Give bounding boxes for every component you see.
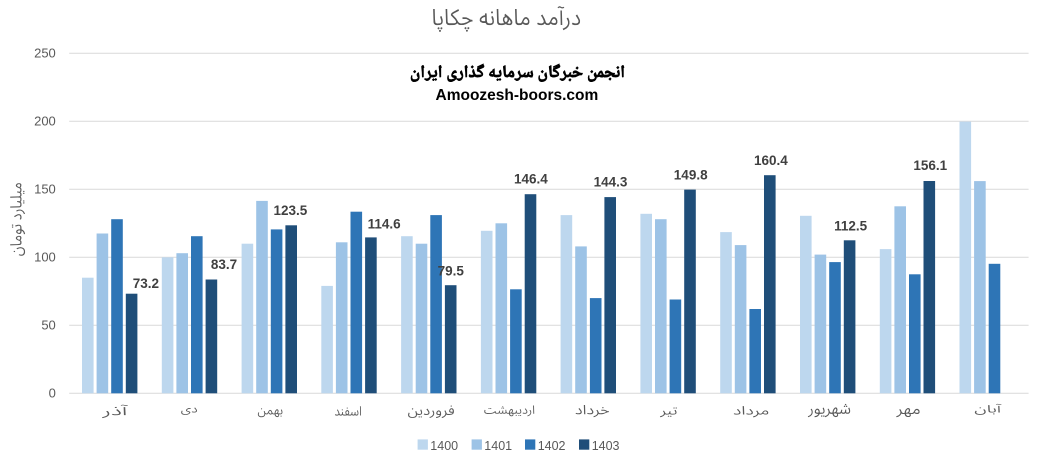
svg-text:83.7: 83.7	[211, 257, 237, 272]
svg-text:112.5: 112.5	[834, 218, 868, 233]
svg-text:73.2: 73.2	[133, 276, 159, 291]
svg-text:Amoozesh-boors.com: Amoozesh-boors.com	[436, 87, 599, 104]
svg-text:150: 150	[34, 182, 56, 197]
svg-text:250: 250	[34, 46, 56, 61]
svg-text:50: 50	[41, 318, 55, 333]
svg-text:1402: 1402	[538, 439, 566, 453]
svg-text:114.6: 114.6	[368, 217, 402, 232]
svg-text:0: 0	[49, 386, 56, 401]
svg-text:1400: 1400	[430, 439, 458, 453]
svg-text:156.1: 156.1	[913, 158, 947, 173]
svg-text:79.5: 79.5	[438, 263, 465, 278]
svg-text:123.5: 123.5	[274, 203, 308, 218]
svg-text:100: 100	[34, 250, 56, 265]
svg-text:146.4: 146.4	[514, 171, 548, 186]
svg-text:144.3: 144.3	[594, 174, 628, 189]
svg-text:149.8: 149.8	[674, 167, 708, 182]
svg-text:1401: 1401	[484, 439, 512, 453]
svg-text:200: 200	[34, 114, 56, 129]
svg-text:160.4: 160.4	[754, 153, 788, 168]
svg-text:1403: 1403	[592, 439, 620, 453]
